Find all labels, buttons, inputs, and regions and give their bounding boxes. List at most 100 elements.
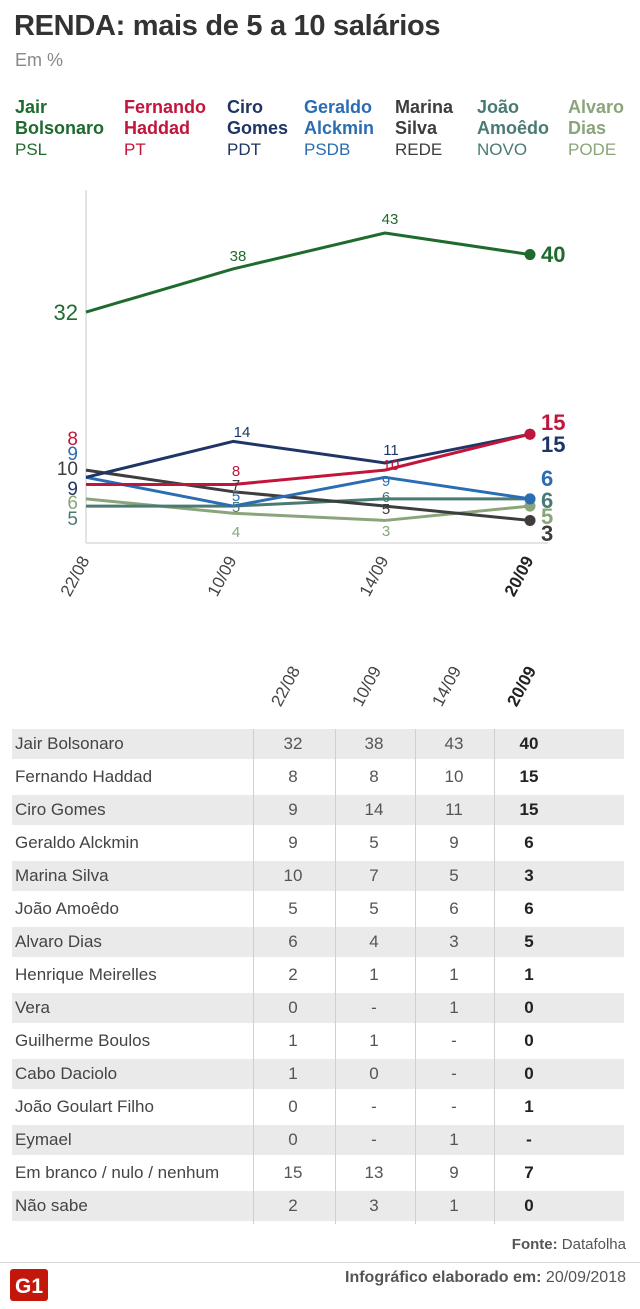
table-cell: 0 <box>288 1130 298 1149</box>
series-line <box>85 468 531 522</box>
page-title: RENDA: mais de 5 a 10 salários <box>14 10 441 42</box>
data-label: 4 <box>232 524 240 541</box>
table-cell: 7 <box>369 866 379 885</box>
data-label: 8 <box>232 463 240 480</box>
legend-item-alvaro: Alvaro Dias PODE <box>568 97 624 160</box>
data-label: 43 <box>382 211 399 228</box>
data-label: 5 <box>232 488 240 505</box>
data-label: 9 <box>382 473 390 490</box>
table-cell: - <box>371 1097 377 1116</box>
table-cell: 14 <box>364 800 384 819</box>
row-label: Alvaro Dias <box>15 932 102 951</box>
credit-label: Infográfico elaborado em: <box>345 1269 542 1286</box>
table-cell: 1 <box>288 1064 298 1083</box>
data-label: 38 <box>230 248 247 265</box>
data-label: 7 <box>232 477 240 494</box>
row-label: Jair Bolsonaro <box>15 734 124 753</box>
source-note: Fonte: Datafolha <box>512 1236 626 1253</box>
table-row: Marina Silva 10 7 5 3 <box>12 861 624 891</box>
legend-item-alckmin: Geraldo Alckmin PSDB <box>304 97 374 160</box>
legend-name-line2: Bolsonaro <box>15 118 105 138</box>
series-line <box>85 231 531 314</box>
row-label: João Amoêdo <box>15 899 119 918</box>
table-cell: 5 <box>449 866 459 885</box>
table-cell: 1 <box>524 1097 534 1116</box>
table-cell: 6 <box>524 899 534 918</box>
legend-item-bolsonaro: Jair Bolsonaro PSL <box>15 97 104 160</box>
legend-name-line1: Geraldo <box>304 97 373 117</box>
legend-party: PSL <box>15 140 48 159</box>
row-label: Geraldo Alckmin <box>15 833 139 852</box>
table-cell: 5 <box>288 899 298 918</box>
table-cell: 0 <box>524 1031 534 1050</box>
table-cell: 2 <box>288 965 298 984</box>
table-column-header: 14/09 <box>428 663 466 710</box>
legend-name-line2: Silva <box>395 118 438 138</box>
data-label: 5 <box>67 509 78 530</box>
row-label: Não sabe <box>15 1196 88 1215</box>
data-label: 10 <box>57 459 78 480</box>
table-cell: 43 <box>444 734 464 753</box>
data-label: 3 <box>382 523 390 540</box>
data-label: 3 <box>541 521 553 546</box>
source-label: Fonte: <box>511 1236 558 1253</box>
table-cell: 0 <box>369 1064 379 1083</box>
legend-item-haddad: Fernando Haddad PT <box>124 97 206 160</box>
series-end-point <box>524 514 536 526</box>
row-label: Eymael <box>15 1130 72 1149</box>
series-line <box>86 497 530 508</box>
table-row: João Amoêdo 5 5 6 6 <box>12 894 624 924</box>
row-label: Vera <box>15 998 50 1017</box>
data-label: 11 <box>383 442 399 459</box>
table-cell: 15 <box>519 767 539 786</box>
legend-name-line1: João <box>477 97 520 117</box>
g1-logo-text: G1 <box>15 1275 43 1298</box>
table-cell: 3 <box>449 932 459 951</box>
table-column-divider <box>494 729 495 1224</box>
row-label: Henrique Meirelles <box>15 965 157 984</box>
table-cell: 1 <box>288 1031 298 1050</box>
series-line <box>85 432 531 479</box>
table-cell: 40 <box>519 734 539 753</box>
data-label: 8 <box>67 429 78 450</box>
row-label: Cabo Daciolo <box>15 1064 118 1083</box>
table-cell: 10 <box>283 866 303 885</box>
x-tick-label: 22/08 <box>57 553 94 599</box>
table-cell: 5 <box>369 833 379 852</box>
table-cell: 2 <box>288 1196 298 1215</box>
table-column-header: 22/08 <box>267 663 305 710</box>
table-column-divider <box>253 729 254 1224</box>
table-cell: 0 <box>524 998 534 1017</box>
table-cell: - <box>451 1064 457 1083</box>
table-row: Henrique Meirelles 2 1 1 1 <box>12 960 624 990</box>
table-column-divider <box>335 729 336 1224</box>
table-row: Geraldo Alckmin 9 5 9 6 <box>12 828 624 858</box>
table-cell: 9 <box>288 833 298 852</box>
legend-item-ciro: Ciro Gomes PDT <box>227 97 288 160</box>
data-label: 15 <box>541 410 565 435</box>
table-cell: 1 <box>449 1130 459 1149</box>
table-cell: 8 <box>288 767 298 786</box>
table-column-header: 20/09 <box>503 663 541 710</box>
row-label: Em branco / nulo / nenhum <box>15 1163 220 1182</box>
legend-party: PDT <box>227 140 261 159</box>
table-column-header: 10/09 <box>348 663 386 710</box>
legend-party: PSDB <box>304 140 351 159</box>
legend-name-line1: Fernando <box>124 97 207 117</box>
table-cell: - <box>371 998 377 1017</box>
table-cell: 13 <box>364 1163 384 1182</box>
row-label: Fernando Haddad <box>15 767 153 786</box>
legend-name-line1: Jair <box>15 97 48 117</box>
page-subtitle: Em % <box>15 50 64 70</box>
table-cell: 1 <box>524 965 534 984</box>
legend-name-line1: Alvaro <box>568 97 625 117</box>
row-label: Marina Silva <box>15 866 109 885</box>
table-cell: 4 <box>369 932 379 951</box>
table-cell: 11 <box>445 800 463 819</box>
table-cell: 15 <box>283 1163 303 1182</box>
table-cell: 3 <box>369 1196 379 1215</box>
table-cell: 6 <box>524 833 534 852</box>
table-cell: 0 <box>288 998 298 1017</box>
table-cell: 1 <box>449 965 459 984</box>
